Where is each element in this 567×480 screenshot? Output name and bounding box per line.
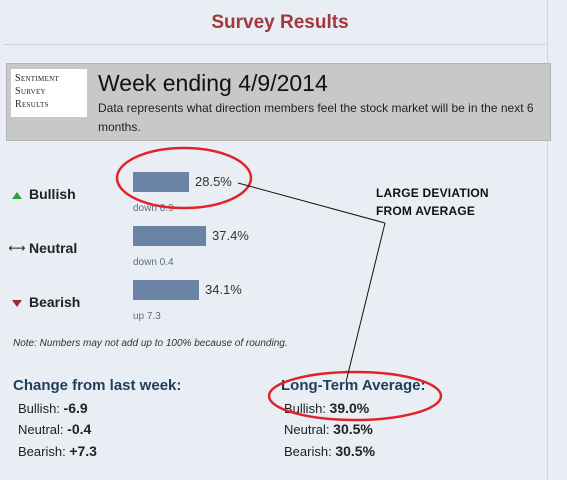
bearish-bar [133,280,199,300]
average-bearish: Bearish: 30.5% [284,443,375,459]
bearish-percent: 34.1% [205,282,242,297]
bearish-bar-track: 34.1% [133,280,353,300]
stat-label: Neutral: [284,422,330,437]
annotation-line: LARGE DEVIATION [376,186,489,200]
stat-value: -0.4 [67,421,92,437]
badge-line: Sentiment [15,73,60,84]
week-description: Data represents what direction members f… [98,101,534,134]
rounding-note: Note: Numbers may not add up to 100% bec… [13,338,288,349]
bullish-change: down 6.9 [133,203,174,214]
neutral-percent: 37.4% [212,228,249,243]
badge-line: Results [15,99,49,110]
page-title: Survey Results [211,12,349,33]
neutral-bar [133,226,206,246]
neutral-label-group: ⟷ Neutral [8,240,77,256]
change-neutral: Neutral: -0.4 [18,421,91,437]
bearish-label: Bearish [29,294,81,310]
badge-line: Survey [15,86,46,97]
annotation-line: FROM AVERAGE [376,204,476,218]
down-triangle-icon [8,294,26,310]
bullish-percent: 28.5% [195,174,232,189]
sentiment-survey-badge: Sentiment Survey Results [10,68,88,118]
neutral-label: Neutral [29,240,78,256]
week-banner [6,63,551,141]
neutral-change: down 0.4 [133,257,174,268]
average-neutral: Neutral: 30.5% [284,421,373,437]
bearish-label-group: Bearish [8,294,80,310]
stat-label: Bearish: [18,444,66,459]
bullish-label: Bullish [29,186,76,202]
long-term-heading: Long-Term Average: [281,377,426,394]
title-divider [4,44,546,45]
stat-label: Bullish: [18,401,60,416]
stat-value: -6.9 [63,400,88,416]
deviation-annotation: LARGE DEVIATION FROM AVERAGE [376,184,489,220]
change-heading: Change from last week: [13,377,182,394]
stat-value: 30.5% [335,443,376,459]
stat-value: 30.5% [333,421,373,437]
stat-label: Bearish: [284,444,332,459]
week-heading: Week ending 4/9/2014 [98,70,328,96]
stat-label: Neutral: [18,422,64,437]
bullish-label-group: Bullish [8,186,76,202]
average-bullish: Bullish: 39.0% [284,400,369,416]
bullish-bar-track: 28.5% [133,172,353,192]
neutral-bar-track: 37.4% [133,226,353,246]
up-triangle-icon [8,186,26,202]
stat-label: Bullish: [284,401,326,416]
change-bullish: Bullish: -6.9 [18,400,88,416]
stat-value: 39.0% [329,400,370,416]
stat-value: +7.3 [69,443,97,459]
change-bearish: Bearish: +7.3 [18,443,97,459]
bearish-change: up 7.3 [133,311,161,322]
bullish-bar [133,172,189,192]
left-right-arrow-icon: ⟷ [8,241,26,255]
